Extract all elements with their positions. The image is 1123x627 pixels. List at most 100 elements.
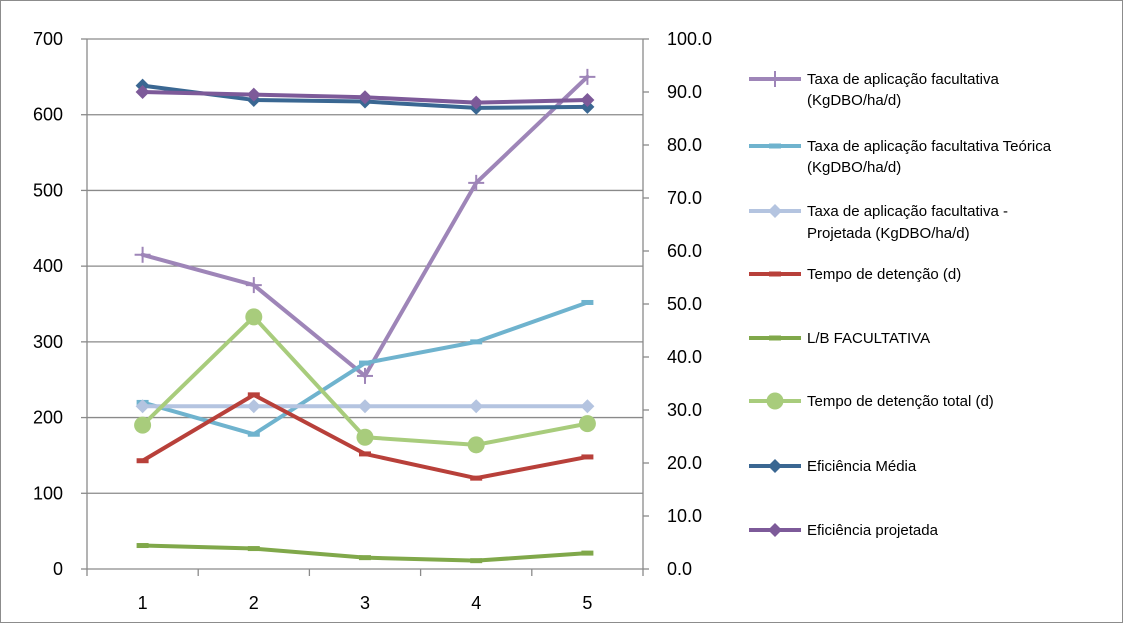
- data-point: [134, 416, 152, 434]
- right-tick-label: 10.0: [667, 506, 702, 526]
- data-point: [136, 458, 149, 464]
- right-tick-label: 0.0: [667, 559, 692, 579]
- series-4: [136, 543, 594, 564]
- left-axis-ticks: 0 100 200 300 400 500 600 700: [33, 29, 63, 579]
- data-point: [247, 392, 260, 398]
- series-7: [135, 85, 595, 110]
- legend-label: Eficiência projetada: [807, 522, 939, 539]
- legend-label: Tempo de detenção (d): [807, 266, 961, 283]
- series-2: [135, 399, 595, 414]
- data-point: [468, 174, 485, 191]
- x-tick-label: 4: [471, 593, 481, 613]
- legend-item: Taxa de aplicação facultativa - Projetada…: [749, 203, 1008, 242]
- x-tick-label: 1: [138, 593, 148, 613]
- legend-marker: [769, 271, 781, 277]
- legend-label: Taxa de aplicação facultativa -: [807, 203, 1008, 220]
- series-5: [134, 308, 596, 454]
- right-tick-label: 60.0: [667, 241, 702, 261]
- x-axis-ticks: 1 2 3 4 5: [138, 593, 593, 613]
- data-point: [358, 90, 372, 105]
- data-point: [246, 399, 261, 414]
- series-3: [136, 392, 594, 481]
- legend-marker: [767, 71, 783, 87]
- right-tick-label: 90.0: [667, 82, 702, 102]
- data-point: [581, 454, 594, 460]
- data-point: [134, 246, 151, 263]
- series-line: [140, 74, 590, 378]
- data-point: [578, 415, 596, 433]
- legend-item: Eficiência Média: [749, 458, 917, 475]
- data-point: [580, 399, 595, 414]
- legend-label: Taxa de aplicação facultativa Teórica: [807, 138, 1052, 155]
- x-tick-label: 5: [582, 593, 592, 613]
- left-tick-label: 100: [33, 483, 63, 503]
- legend-item: L/B FACULTATIVA: [749, 330, 930, 347]
- data-point: [470, 558, 483, 564]
- data-point: [359, 451, 371, 457]
- data-point: [246, 87, 261, 102]
- axes: [81, 38, 649, 576]
- left-tick-label: 600: [33, 105, 63, 125]
- data-point: [580, 92, 595, 107]
- legend-label: Eficiência Média: [807, 458, 917, 475]
- data-point: [135, 399, 150, 414]
- legend-label: Projetada (KgDBO/ha/d): [807, 225, 970, 242]
- series-0: [134, 68, 596, 384]
- x-tick-label: 2: [249, 593, 259, 613]
- data-point: [470, 339, 483, 345]
- right-tick-label: 50.0: [667, 294, 702, 314]
- series-group: [134, 68, 596, 564]
- data-point: [470, 475, 483, 481]
- data-point: [356, 428, 374, 446]
- left-tick-label: 0: [53, 559, 63, 579]
- legend-marker: [768, 523, 782, 537]
- left-tick-label: 300: [33, 332, 63, 352]
- data-point: [247, 546, 260, 552]
- x-tick-label: 3: [360, 593, 370, 613]
- legend-marker: [768, 459, 782, 473]
- data-point: [469, 95, 484, 110]
- legend-label: (KgDBO/ha/d): [807, 159, 901, 176]
- legend-marker: [766, 392, 784, 410]
- legend-label: (KgDBO/ha/d): [807, 92, 901, 109]
- data-point: [245, 308, 263, 326]
- legend-item: Taxa de aplicação facultativa Teórica (Kg…: [749, 138, 1052, 176]
- legend-label: L/B FACULTATIVA: [807, 330, 930, 347]
- legend-label: Tempo de detenção total (d): [807, 393, 994, 410]
- legend-item: Eficiência projetada: [749, 522, 939, 539]
- data-point: [247, 431, 260, 437]
- data-point: [359, 360, 371, 366]
- legend-item: Taxa de aplicação facultativa (KgDBO/ha/d…: [749, 71, 999, 109]
- data-point: [245, 277, 262, 294]
- right-tick-label: 40.0: [667, 347, 702, 367]
- legend: Taxa de aplicação facultativa (KgDBO/ha/d…: [749, 71, 1052, 539]
- legend-marker: [769, 335, 781, 341]
- right-tick-label: 20.0: [667, 453, 702, 473]
- data-point: [581, 550, 594, 556]
- data-point: [359, 555, 371, 561]
- legend-item: Tempo de detenção (d): [749, 266, 961, 283]
- data-point: [357, 367, 373, 384]
- data-point: [135, 85, 150, 99]
- data-point: [469, 399, 484, 414]
- data-point: [579, 68, 596, 85]
- right-tick-label: 100.0: [667, 29, 712, 49]
- data-point: [467, 436, 485, 454]
- right-tick-label: 70.0: [667, 188, 702, 208]
- right-tick-label: 30.0: [667, 400, 702, 420]
- data-point: [581, 299, 594, 305]
- right-axis-ticks: 0.0 10.0 20.0 30.0 40.0 50.0 60.0 70.0 80.0 90.0 1…: [667, 29, 712, 579]
- legend-marker: [768, 204, 782, 218]
- legend-label: Taxa de aplicação facultativa: [807, 71, 999, 88]
- data-point: [358, 399, 372, 414]
- legend-item: Tempo de detenção total (d): [749, 392, 994, 410]
- left-tick-label: 500: [33, 180, 63, 200]
- left-tick-label: 700: [33, 29, 63, 49]
- left-tick-label: 400: [33, 256, 63, 276]
- legend-marker: [769, 143, 781, 149]
- left-tick-label: 200: [33, 408, 63, 428]
- right-tick-label: 80.0: [667, 135, 702, 155]
- data-point: [136, 543, 149, 549]
